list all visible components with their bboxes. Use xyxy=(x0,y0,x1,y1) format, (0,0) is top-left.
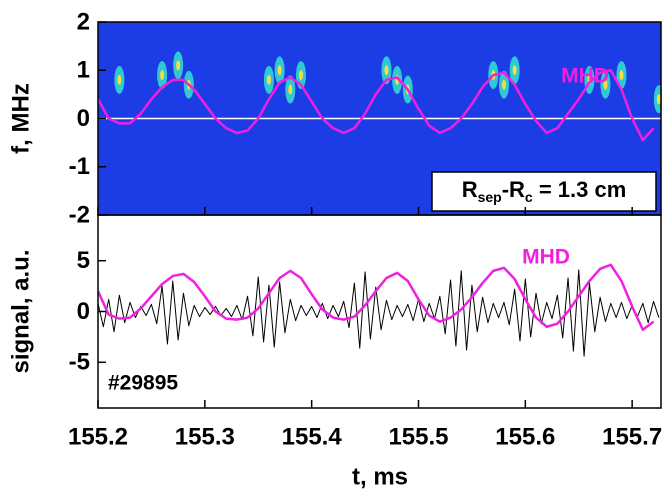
data-line xyxy=(98,269,660,357)
x-tick-label: 155.2 xyxy=(68,423,128,450)
y-tick-label: 1 xyxy=(77,57,90,84)
annotation-part: R xyxy=(462,177,478,202)
y-tick-label: 0 xyxy=(77,298,90,325)
spectral-core xyxy=(619,70,624,81)
annotation: Rsep-Rc = 1.3 cm xyxy=(462,177,627,205)
spectral-core xyxy=(384,65,389,76)
annotation-subscript: c xyxy=(525,189,533,205)
y-axis-label: f, MHz xyxy=(7,83,34,154)
annotation-subscript: sep xyxy=(478,189,502,205)
x-tick-label: 155.3 xyxy=(175,423,235,450)
spectral-core xyxy=(266,74,271,85)
spectral-core xyxy=(603,79,608,90)
annotation-box xyxy=(431,171,657,212)
spectral-core xyxy=(298,70,303,81)
plot-area xyxy=(98,22,662,215)
x-axis-label: t, ms xyxy=(352,463,408,490)
spectral-core xyxy=(656,94,661,105)
plot-area xyxy=(98,263,660,357)
spectral-core xyxy=(160,70,165,81)
y-tick-label: 2 xyxy=(77,8,90,35)
y-tick-label: 0 xyxy=(77,105,90,132)
y-tick-label: -1 xyxy=(69,153,90,180)
x-tick-label: 155.7 xyxy=(602,423,662,450)
y-tick-label: 5 xyxy=(77,247,90,274)
spectral-core xyxy=(501,79,506,90)
spectral-core xyxy=(176,60,181,71)
annotation-part: -R xyxy=(502,177,525,202)
y-tick-label: -5 xyxy=(69,349,90,376)
shot-label: #29895 xyxy=(108,372,178,395)
spectral-core xyxy=(117,74,122,85)
x-tick-label: 155.5 xyxy=(388,423,448,450)
data-line xyxy=(98,263,655,332)
data-line xyxy=(98,69,655,142)
y-tick-label: -2 xyxy=(69,201,90,228)
plot-frame xyxy=(97,214,662,409)
spectral-core xyxy=(277,65,282,76)
y-axis-label: signal, a.u. xyxy=(7,249,34,373)
x-tick-label: 155.6 xyxy=(495,423,555,450)
series-label: MHD xyxy=(522,246,570,269)
x-tick-label: 155.4 xyxy=(282,423,343,450)
annotation-part: = 1.3 cm xyxy=(533,177,627,202)
spectral-core xyxy=(512,65,517,76)
spectral-core xyxy=(288,84,293,95)
series-label: MHD xyxy=(561,65,609,88)
